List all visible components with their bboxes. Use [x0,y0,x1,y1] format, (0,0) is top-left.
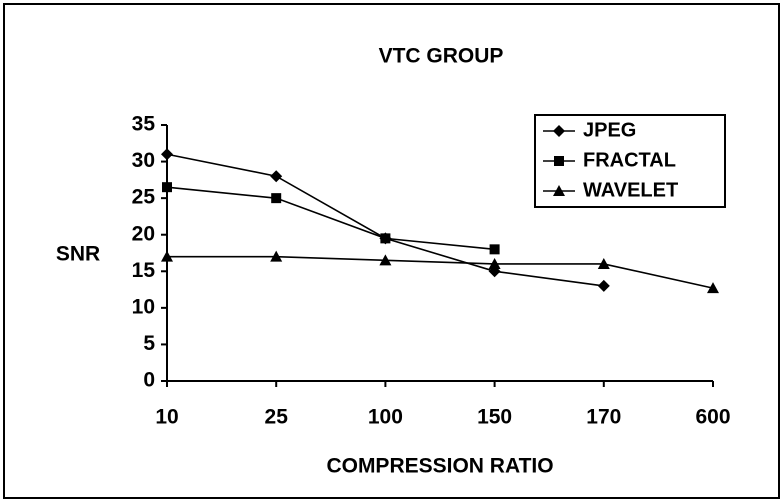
marker [597,279,610,292]
x-axis-label: COMPRESSION RATIO [326,455,553,478]
y-tick-label: 10 [132,295,155,318]
y-tick-label: 20 [132,222,155,245]
chart-frame [3,3,780,499]
x-tick-label: 25 [265,406,289,429]
marker [379,254,392,266]
chart-title: VTC GROUP [379,45,504,68]
marker [554,156,564,166]
marker [489,244,500,255]
x-tick-label: 100 [368,406,403,429]
y-tick-label: 35 [132,113,156,136]
marker [488,257,501,269]
marker [597,257,610,269]
x-tick-label: 170 [586,406,621,429]
y-tick-label: 25 [132,186,156,209]
y-axis-label: SNR [56,243,100,266]
marker [270,250,283,262]
marker [553,125,565,137]
marker [707,282,719,294]
marker [553,185,565,196]
marker [161,148,173,161]
y-tick-label: 30 [132,149,155,172]
x-tick-label: 150 [477,406,512,429]
legend-label: WAVELET [583,179,678,201]
series-line [167,255,714,289]
y-tick-label: 0 [143,369,155,392]
legend-label: JPEG [583,119,636,141]
x-tick-label: 600 [695,406,730,429]
y-tick-label: 15 [132,259,156,282]
marker [161,250,173,262]
marker [380,233,391,244]
x-tick-label: 10 [155,406,178,429]
marker [271,193,282,204]
legend-label: FRACTAL [583,149,676,171]
marker [270,170,283,183]
marker [162,182,172,193]
y-tick-label: 5 [143,332,155,355]
series-line [166,186,495,251]
